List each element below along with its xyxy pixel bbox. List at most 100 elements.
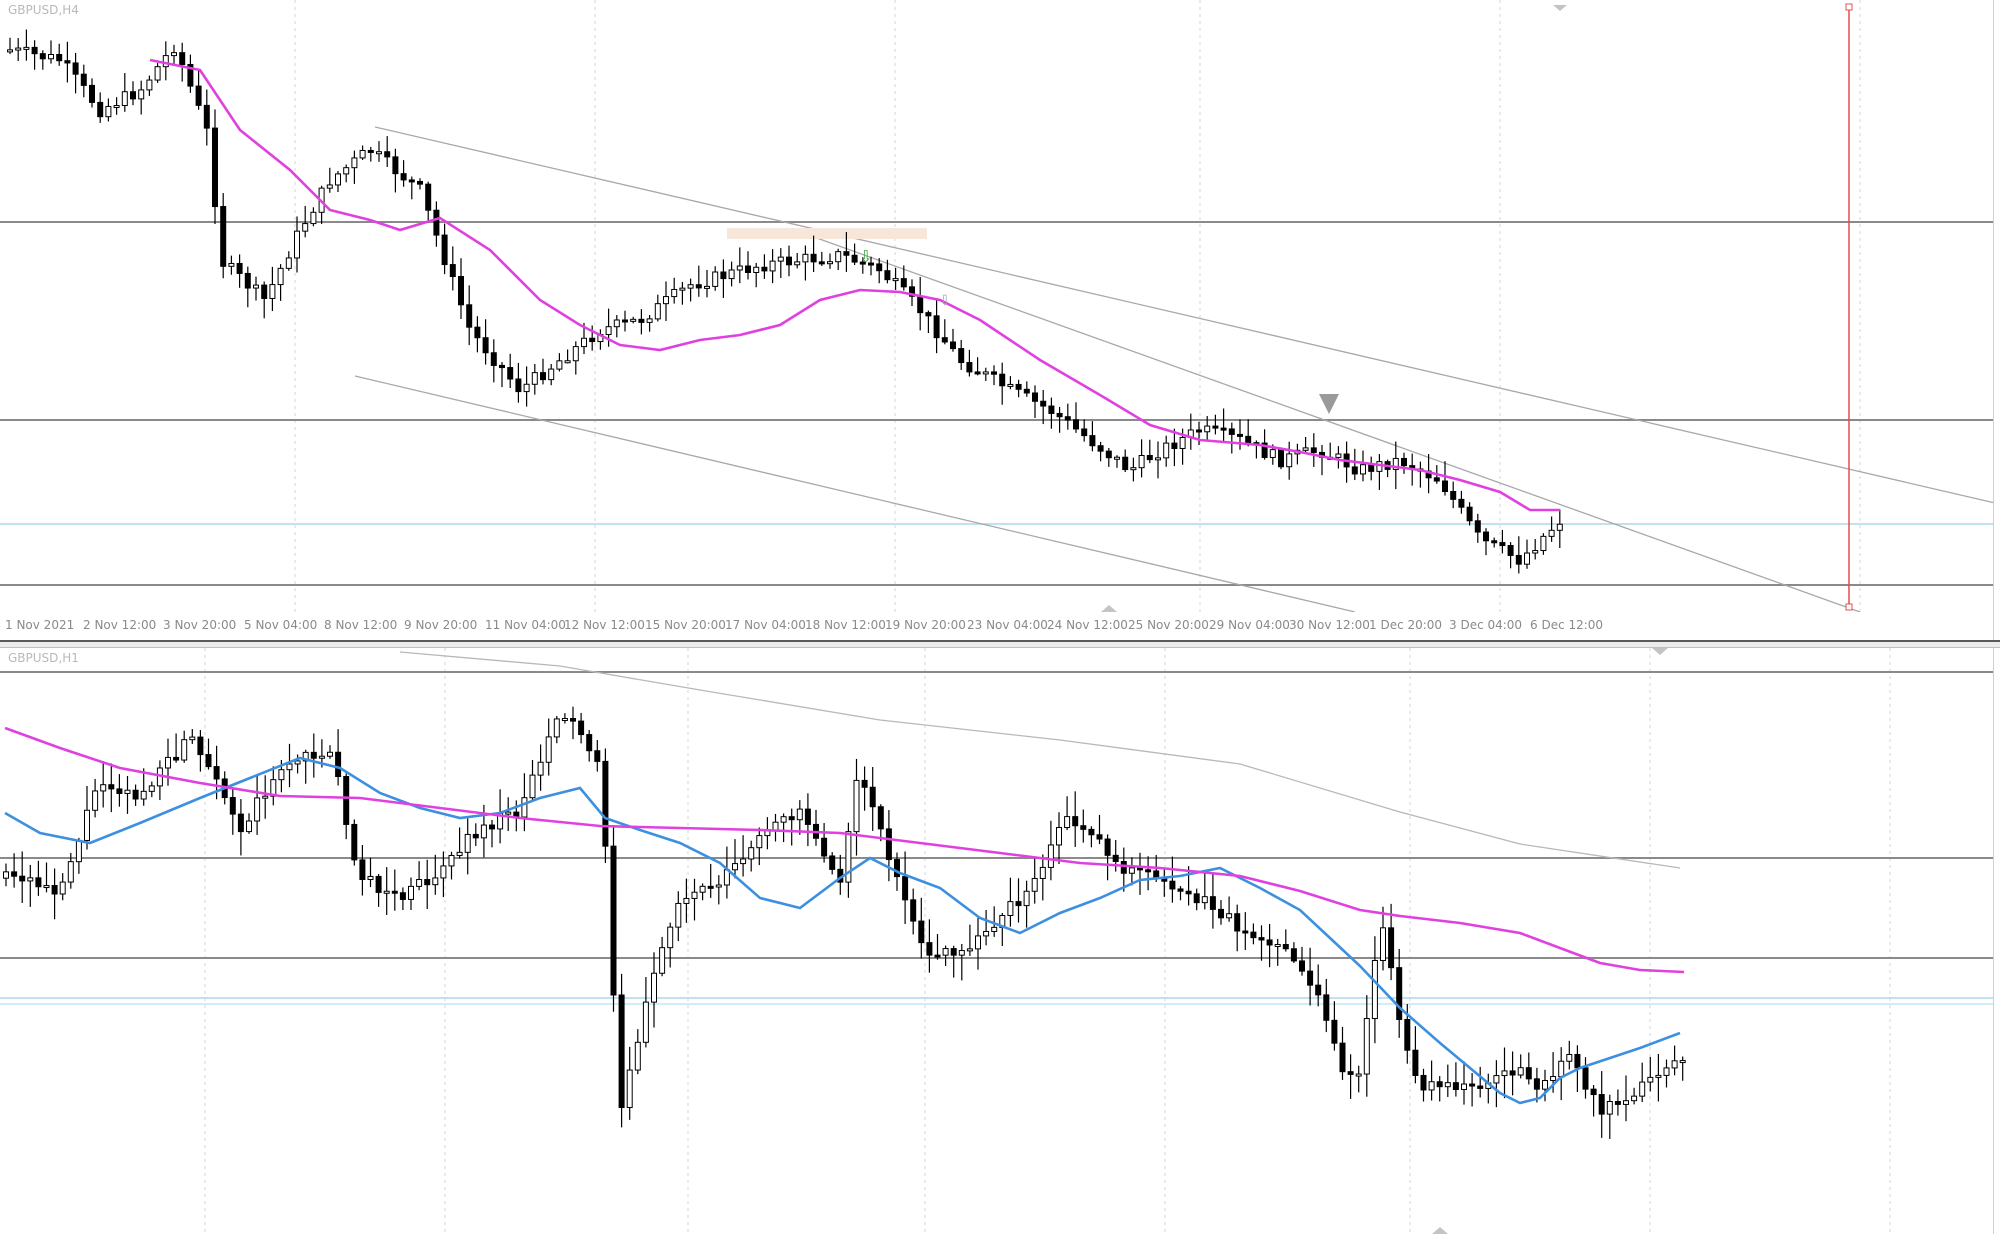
date-axis-label: 1 Nov 2021 [5, 618, 75, 632]
bear-candle [220, 206, 227, 267]
bull-candle [440, 865, 447, 879]
pane-symbol-label: GBPUSD,H1 [8, 651, 79, 665]
date-axis-label: 17 Nov 04:00 [725, 618, 806, 632]
bull-candle [1335, 453, 1342, 458]
bull-candle [802, 253, 809, 263]
bull-candle [1031, 877, 1038, 892]
bear-candle [761, 266, 768, 272]
date-axis-label: 29 Nov 04:00 [1209, 618, 1290, 632]
bear-candle [1307, 970, 1314, 986]
date-axis-label: 9 Nov 20:00 [404, 618, 478, 632]
bull-candle [654, 303, 661, 320]
bear-candle [1097, 445, 1104, 452]
bear-candle [1072, 816, 1079, 827]
bull-candle [1371, 959, 1378, 1020]
resistance-zone [727, 228, 927, 239]
date-axis-label: 6 Dec 12:00 [1530, 618, 1604, 632]
bear-candle [237, 813, 244, 833]
bear-candle [132, 789, 139, 800]
bear-candle [1388, 927, 1395, 969]
down-arrow-icon: ⇩ [859, 247, 872, 266]
bull-candle [59, 881, 66, 895]
bear-candle [1420, 1074, 1427, 1091]
price-scale[interactable] [1993, 648, 2000, 1234]
bear-candle [1064, 416, 1071, 421]
bull-candle [675, 902, 682, 928]
h1-price-chart[interactable] [0, 648, 2000, 1234]
chart-pane-h1[interactable]: GBPUSD,H1 [0, 648, 2000, 1234]
bull-candle [121, 91, 128, 107]
bull-candle [561, 718, 568, 722]
date-axis-label: 12 Nov 12:00 [564, 618, 645, 632]
date-axis-label: 5 Nov 04:00 [244, 618, 318, 632]
date-axis-label: 30 Nov 12:00 [1289, 618, 1370, 632]
trendline [799, 231, 1861, 612]
bear-candle [804, 808, 811, 825]
bear-candle [902, 876, 909, 901]
bull-candle [1548, 529, 1555, 537]
bear-candle [11, 871, 18, 877]
bear-candle [1171, 442, 1178, 449]
h4-price-chart[interactable]: ⇩⇩ [0, 0, 2000, 612]
vline-handle [1845, 3, 1853, 11]
bull-candle [269, 284, 276, 299]
bear-candle [310, 751, 317, 759]
bull-candle [642, 1001, 649, 1043]
bear-candle [39, 53, 46, 60]
bull-candle [892, 278, 899, 282]
bear-candle [1234, 913, 1241, 932]
bull-candle [48, 53, 54, 60]
bull-candle [1558, 1060, 1565, 1078]
bear-candle [917, 295, 924, 314]
bear-candle [1193, 893, 1200, 904]
bull-candle [146, 79, 153, 91]
bull-candle [3, 871, 9, 879]
bull-candle [548, 368, 555, 381]
bull-candle [23, 46, 30, 50]
bull-candle [1023, 890, 1030, 907]
pane-separator[interactable] [0, 640, 2000, 648]
bear-candle [894, 859, 900, 878]
bear-candle [868, 262, 874, 266]
bull-candle [140, 790, 147, 800]
bull-candle [748, 847, 755, 860]
bear-candle [400, 173, 407, 181]
bear-candle [335, 751, 342, 778]
bull-candle [1130, 467, 1137, 471]
bull-candle [43, 885, 50, 889]
bear-candle [594, 750, 601, 762]
chart-pane-h4[interactable]: GBPUSD,H4 ⇩ ⇩ 1 Nov 2021 2 Nov 12:00 3 Nov … [0, 0, 2000, 640]
bull-candle [553, 718, 560, 738]
bear-candle [810, 253, 817, 263]
bear-candle [89, 84, 95, 103]
bull-candle [318, 755, 325, 759]
bear-candle [1122, 456, 1129, 471]
bear-candle [1347, 1071, 1354, 1075]
bear-candle [966, 362, 973, 373]
bear-candle [602, 760, 609, 847]
bear-candle [489, 824, 495, 830]
bear-candle [417, 180, 423, 185]
price-scale[interactable] [1993, 0, 2000, 640]
bull-candle [772, 821, 779, 831]
bull-candle [148, 785, 155, 792]
bear-candle [116, 788, 123, 794]
bear-candle [1315, 984, 1322, 996]
date-axis-label: 23 Nov 04:00 [967, 618, 1048, 632]
bear-candle [1331, 1019, 1338, 1044]
bear-candle [261, 284, 268, 299]
bull-candle [1355, 1073, 1362, 1077]
bear-candle [1250, 931, 1257, 939]
bear-candle [375, 875, 382, 893]
bear-candle [56, 53, 63, 62]
bear-candle [31, 46, 38, 55]
bear-candle [1499, 542, 1506, 547]
bull-candle [651, 972, 657, 1003]
bear-candle [1112, 854, 1119, 863]
bear-candle [474, 326, 481, 339]
bull-candle [1269, 449, 1276, 458]
bear-candle [482, 337, 489, 354]
bull-candle [1155, 457, 1161, 461]
bear-candle [1515, 554, 1522, 565]
bull-candle [699, 885, 706, 893]
